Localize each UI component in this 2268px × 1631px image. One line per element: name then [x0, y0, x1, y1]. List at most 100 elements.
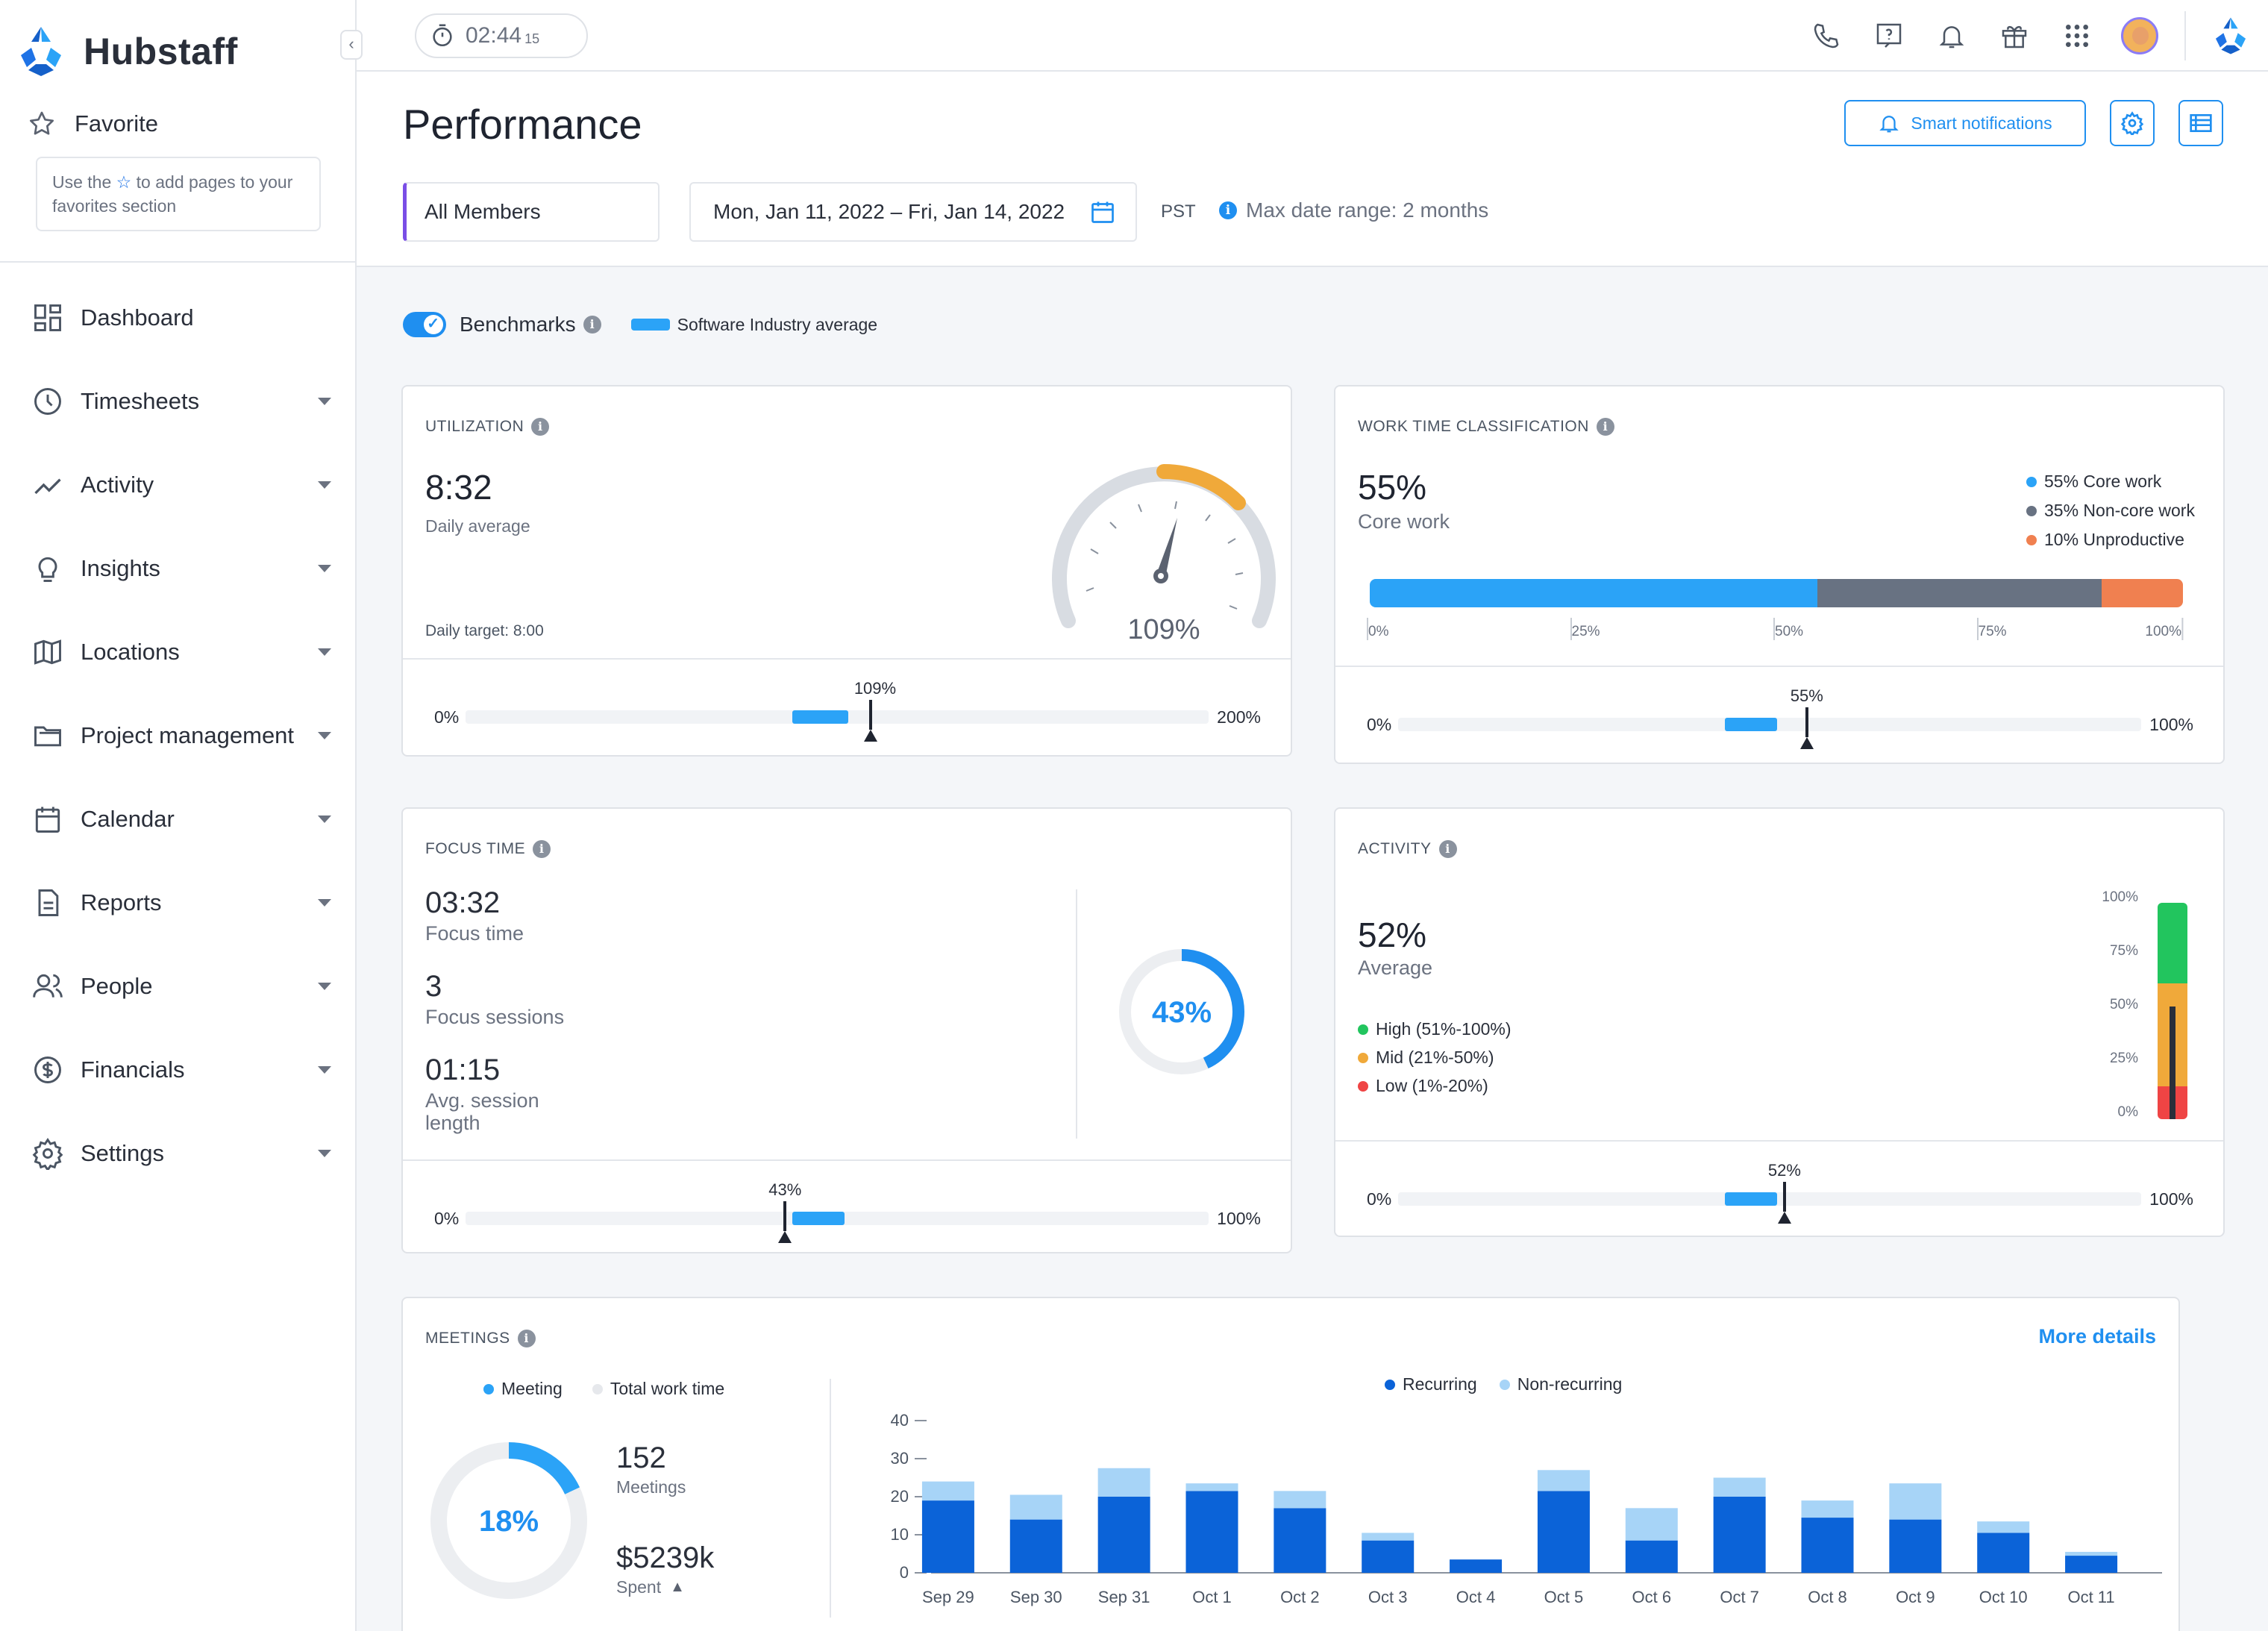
- work-time-stacked-bar: [1370, 579, 2183, 607]
- folder-icon: [34, 726, 61, 747]
- x-tick-label: Sep 30: [1010, 1588, 1062, 1606]
- hubstaff-logo-icon: [2215, 17, 2246, 54]
- favorite-header[interactable]: Favorite: [27, 109, 158, 139]
- sidebar-item-activity[interactable]: Activity: [0, 443, 357, 527]
- sidebar-item-locations[interactable]: Locations: [0, 610, 357, 694]
- scale-label: 25%: [2109, 1051, 2138, 1066]
- more-details-link[interactable]: More details: [2038, 1325, 2156, 1347]
- work-time-card: WORK TIME CLASSIFICATION i 55% Core work …: [1334, 385, 2225, 764]
- info-icon[interactable]: i: [531, 418, 550, 436]
- sidebar-item-dashboard[interactable]: Dashboard: [0, 276, 357, 360]
- bench-min: 0%: [434, 1209, 460, 1228]
- focus-benchmark-bar: 0% 100% 43%: [403, 1159, 1291, 1258]
- bench-marker: [783, 1201, 787, 1231]
- user-menu[interactable]: [2108, 0, 2171, 72]
- info-icon[interactable]: i: [533, 840, 551, 858]
- utilization-benchmark-bar: 0% 200% 109%: [403, 658, 1291, 757]
- help-button[interactable]: [1858, 0, 1920, 72]
- legend-label: Total work time: [610, 1379, 725, 1398]
- help-icon: [1876, 23, 1902, 48]
- utilization-value: 8:32: [425, 468, 492, 507]
- warning-icon[interactable]: ▲: [670, 1579, 685, 1595]
- unproductive-segment: [2102, 579, 2183, 607]
- info-icon[interactable]: i: [517, 1330, 536, 1347]
- bench-min: 0%: [1367, 715, 1392, 734]
- mid-dot: [1358, 1053, 1368, 1063]
- sidebar-item-reports[interactable]: Reports: [0, 861, 357, 945]
- max-range-text: Max date range: 2 months: [1246, 198, 1489, 222]
- clock-icon: [34, 388, 61, 415]
- sidebar-item-settings[interactable]: Settings: [0, 1112, 357, 1195]
- info-icon[interactable]: i: [583, 316, 601, 334]
- x-tick-label: Sep 31: [1098, 1588, 1150, 1606]
- bar-recurring: [1889, 1519, 1942, 1573]
- collapse-sidebar-button[interactable]: ‹: [340, 30, 363, 60]
- apps-grid-icon: [2066, 25, 2088, 47]
- phone-button[interactable]: [1795, 0, 1858, 72]
- x-tick-label: Oct 3: [1368, 1588, 1408, 1606]
- work-time-benchmark-bar: 0% 100% 55%: [1335, 666, 2223, 764]
- bench-track: [466, 700, 1209, 742]
- legend-item: Mid (21%-50%): [1358, 1043, 1512, 1071]
- org-switcher[interactable]: [2199, 0, 2262, 72]
- high-zone: [2158, 903, 2187, 983]
- bench-max: 100%: [1217, 1209, 1261, 1228]
- legend-item: High (51%-100%): [1358, 1015, 1512, 1043]
- x-tick-label: Sep 29: [922, 1588, 974, 1606]
- bench-min: 0%: [434, 707, 460, 727]
- focus-time-label: Focus time: [425, 922, 524, 945]
- bar-nonrecurring: [1009, 1494, 1062, 1520]
- bell-icon: [1879, 116, 1899, 133]
- scale-label: 100%: [2102, 889, 2138, 905]
- calendar-icon: [1091, 201, 1114, 223]
- settings-button[interactable]: [2110, 100, 2155, 146]
- notifications-button[interactable]: [1920, 0, 1983, 72]
- meetings-count-label: Meetings: [616, 1477, 686, 1497]
- avg-session-value: 01:15: [425, 1054, 501, 1086]
- bar-recurring: [1713, 1497, 1766, 1573]
- sidebar-item-people[interactable]: People: [0, 945, 357, 1028]
- apps-button[interactable]: [2046, 0, 2108, 72]
- list-view-button[interactable]: [2178, 100, 2223, 146]
- axis-tick-label: 50%: [1773, 618, 1803, 640]
- legend-item: 35% Non-core work: [2026, 496, 2195, 525]
- sidebar-item-project-management[interactable]: Project management: [0, 694, 357, 777]
- x-tick-label: Oct 7: [1720, 1588, 1759, 1606]
- sidebar-item-calendar[interactable]: Calendar: [0, 777, 357, 861]
- y-tick-label: 40: [891, 1411, 909, 1430]
- sidebar-item-label: People: [81, 973, 153, 999]
- meetings-title: MEETINGS: [425, 1330, 510, 1347]
- app-logo[interactable]: Hubstaff: [16, 25, 238, 78]
- sidebar-item-insights[interactable]: Insights: [0, 527, 357, 610]
- chevron-down-icon: [318, 1066, 331, 1074]
- core-segment: [1370, 579, 1817, 607]
- recurring-dot: [1385, 1379, 1395, 1390]
- activity-value-label: Average: [1358, 957, 1433, 979]
- legend-item: 10% Unproductive: [2026, 525, 2195, 554]
- date-range-picker[interactable]: Mon, Jan 11, 2022 – Fri, Jan 14, 2022: [689, 182, 1137, 242]
- sidebar-item-label: Reports: [81, 889, 162, 915]
- info-icon[interactable]: i: [1596, 418, 1614, 436]
- card-title: UTILIZATION i: [425, 418, 550, 436]
- bar-nonrecurring: [1977, 1521, 2030, 1533]
- sidebar-item-label: Dashboard: [81, 304, 194, 331]
- sidebar: Hubstaff Favorite Use the ☆ to add pages…: [0, 0, 357, 1631]
- report-icon: [38, 889, 59, 916]
- activity-benchmark-bar: 0% 100% 52%: [1335, 1140, 2223, 1239]
- members-select[interactable]: All Members: [403, 182, 660, 242]
- smart-notifications-button[interactable]: Smart notifications: [1844, 100, 2086, 146]
- gear-icon: [2120, 111, 2144, 135]
- info-icon[interactable]: i: [1438, 840, 1457, 858]
- focus-sessions-label: Focus sessions: [425, 1006, 565, 1028]
- benchmarks-toggle[interactable]: ✓: [403, 312, 446, 337]
- sidebar-item-timesheets[interactable]: Timesheets: [0, 360, 357, 443]
- axis-tick-label: 75%: [1976, 618, 2007, 640]
- list-icon: [2190, 114, 2212, 132]
- bench-value: 55%: [1790, 686, 1823, 705]
- sidebar-item-label: Activity: [81, 472, 154, 498]
- sidebar-item-label: Insights: [81, 555, 160, 581]
- sidebar-item-financials[interactable]: Financials: [0, 1028, 357, 1112]
- y-tick-label: 20: [891, 1487, 909, 1506]
- timer-widget[interactable]: 02:44 15: [415, 13, 588, 58]
- gift-button[interactable]: [1983, 0, 2046, 72]
